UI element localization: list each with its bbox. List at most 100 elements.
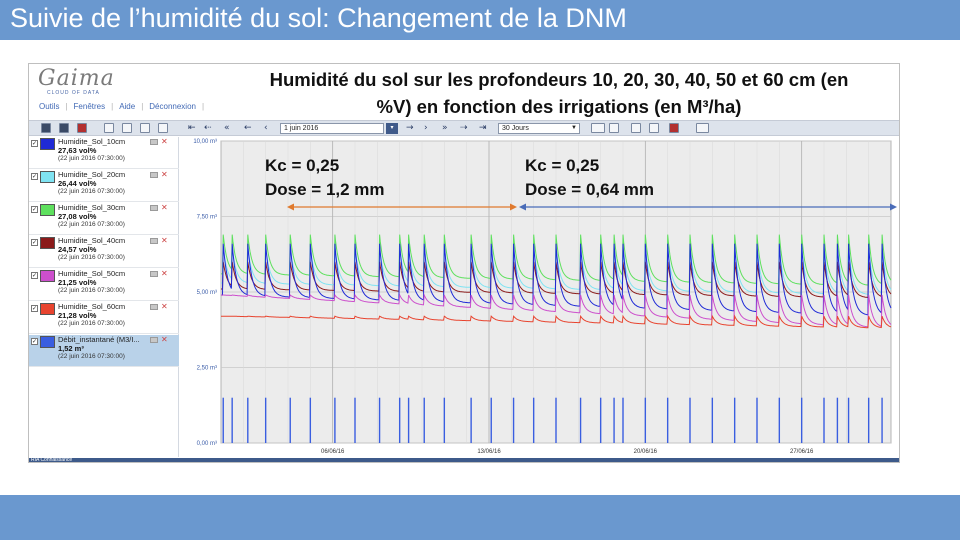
sensor-options-icon[interactable] xyxy=(150,172,158,178)
menu-outils[interactable]: Outils xyxy=(39,102,60,111)
sensor-options-icon[interactable] xyxy=(150,139,158,145)
menu-fenetres[interactable]: Fenêtres xyxy=(73,102,106,111)
sensor-value: 26,44 vol% xyxy=(58,179,97,188)
sensor-item[interactable]: ✓ Humidite_Sol_40cm 24,57 vol% (22 juin 201… xyxy=(29,236,179,268)
alert-icon[interactable] xyxy=(669,123,679,133)
sensor-color-swatch xyxy=(40,336,55,348)
menu-deconnexion[interactable]: Déconnexion xyxy=(149,102,196,111)
y-tick-label: 7,50 m³ xyxy=(197,215,217,221)
annotation-kc: Kc = 0,25 xyxy=(525,156,599,175)
sensor-name: Humidite_Sol_10cm xyxy=(58,137,126,146)
sensor-color-swatch xyxy=(40,237,55,249)
slide-header: Suivie de l’humidité du sol: Changement … xyxy=(0,0,960,40)
x-tick-label: 13/06/16 xyxy=(477,449,501,455)
sensor-checkbox[interactable]: ✓ xyxy=(31,272,38,279)
sensor-color-swatch xyxy=(40,138,55,150)
sensor-item[interactable]: ✓ Humidite_Sol_20cm 26,44 vol% (22 juin 201… xyxy=(29,170,179,202)
last-icon[interactable]: ⇥ xyxy=(479,123,487,133)
image-icon[interactable] xyxy=(140,123,150,133)
sensor-color-swatch xyxy=(40,270,55,282)
sensor-timestamp: (22 juin 2016 07:30:00) xyxy=(58,254,125,261)
logo-text: Gaima xyxy=(38,66,115,91)
overlay-title-line1: Humidité du sol sur les profondeurs 10, … xyxy=(269,69,849,90)
next-month-icon[interactable]: ⇢ xyxy=(460,123,468,133)
chart-overlay-title: Humidité du sol sur les profondeurs 10, … xyxy=(219,66,899,120)
graph-mode-icon[interactable] xyxy=(591,123,605,133)
arrowhead-right xyxy=(890,203,897,211)
sensor-options-icon[interactable] xyxy=(150,337,158,343)
sensor-item[interactable]: ✓ Humidite_Sol_50cm 21,25 vol% (22 juin 201… xyxy=(29,269,179,301)
sensor-checkbox[interactable]: ✓ xyxy=(31,173,38,180)
sensor-timestamp: (22 juin 2016 07:30:00) xyxy=(58,287,125,294)
logo-subtitle: CLOUD OF DATA xyxy=(47,90,100,96)
sensor-timestamp: (22 juin 2016 07:30:00) xyxy=(58,353,125,360)
sensor-checkbox[interactable]: ✓ xyxy=(31,305,38,312)
zoom-icon[interactable] xyxy=(609,123,619,133)
y-tick-label: 2,50 m³ xyxy=(197,366,217,372)
date-input[interactable]: 1 juin 2016 xyxy=(280,123,384,134)
series-line xyxy=(220,293,892,328)
sensor-name: Humidite_Sol_20cm xyxy=(58,170,126,179)
print-icon[interactable] xyxy=(77,123,87,133)
chart-area: 10,00 m³ 7,50 m³ 5,00 m³ 2,50 m³ 0,00 m³ 06/0… xyxy=(179,137,899,457)
sensor-name: Débit_instantané (M3/I... xyxy=(58,335,140,344)
pdf-icon[interactable] xyxy=(122,123,132,133)
prev-day-icon[interactable]: ‹ xyxy=(264,123,268,133)
sensor-checkbox[interactable]: ✓ xyxy=(31,338,38,345)
sensor-checkbox[interactable]: ✓ xyxy=(31,239,38,246)
next-icon[interactable]: → xyxy=(406,123,414,133)
sensor-options-icon[interactable] xyxy=(150,205,158,211)
sensor-value: 27,63 vol% xyxy=(58,146,97,155)
x-tick-label: 27/06/16 xyxy=(790,449,814,455)
arrowhead-left xyxy=(287,203,294,211)
sensor-item[interactable]: ✓ Humidite_Sol_30cm 27,08 vol% (22 juin 201… xyxy=(29,203,179,235)
close-icon[interactable]: ✕ xyxy=(161,302,168,311)
next-week-icon[interactable]: » xyxy=(442,123,448,133)
export-icon[interactable] xyxy=(59,123,69,133)
sensor-value: 21,28 vol% xyxy=(58,311,97,320)
table-icon[interactable] xyxy=(631,123,641,133)
sensor-checkbox[interactable]: ✓ xyxy=(31,206,38,213)
annotation-kc: Kc = 0,25 xyxy=(265,156,339,175)
annotation-dose: Dose = 0,64 mm xyxy=(525,180,654,199)
prev-month-icon[interactable]: ⇠ xyxy=(204,123,212,133)
series-line xyxy=(221,234,892,286)
close-icon[interactable]: ✕ xyxy=(161,335,168,344)
close-icon[interactable]: ✕ xyxy=(161,269,168,278)
sensor-list: ✓ Humidite_Sol_10cm 27,63 vol% (22 juin 201… xyxy=(29,137,179,457)
sensor-options-icon[interactable] xyxy=(150,238,158,244)
sensor-value: 1,52 m³ xyxy=(58,344,84,353)
close-icon[interactable]: ✕ xyxy=(161,170,168,179)
status-text: RIA Connaissance xyxy=(31,457,73,463)
sensor-checkbox[interactable]: ✓ xyxy=(31,140,38,147)
app-screenshot: Gaima CLOUD OF DATA Outils | Fenêtres | Ai… xyxy=(28,63,900,463)
sensor-item[interactable]: ✓ Humidite_Sol_10cm 27,63 vol% (22 juin 201… xyxy=(29,137,179,169)
sensor-color-swatch xyxy=(40,171,55,183)
save-icon[interactable] xyxy=(41,123,51,133)
menu-aide[interactable]: Aide xyxy=(119,102,136,111)
sensor-item[interactable]: ✓ Humidite_Sol_60cm 21,28 vol% (22 juin 201… xyxy=(29,302,179,334)
list-icon[interactable] xyxy=(649,123,659,133)
y-tick-label: 5,00 m³ xyxy=(197,290,217,296)
period-select[interactable]: 30 Jours ▼ xyxy=(498,123,580,134)
copy-icon[interactable] xyxy=(104,123,114,133)
first-icon[interactable]: ⇤ xyxy=(188,123,196,133)
next-day-icon[interactable]: › xyxy=(424,123,428,133)
sensor-timestamp: (22 juin 2016 07:30:00) xyxy=(58,221,125,228)
sensor-timestamp: (22 juin 2016 07:30:00) xyxy=(58,155,125,162)
arrowhead-right xyxy=(510,203,517,211)
sensor-options-icon[interactable] xyxy=(150,271,158,277)
close-icon[interactable]: ✕ xyxy=(161,236,168,245)
prev-icon[interactable]: ← xyxy=(244,123,252,133)
series-line xyxy=(221,243,892,316)
settings-icon[interactable] xyxy=(696,123,709,133)
sensor-name: Humidite_Sol_30cm xyxy=(58,203,126,212)
doc-icon[interactable] xyxy=(158,123,168,133)
close-icon[interactable]: ✕ xyxy=(161,203,168,212)
prev-week-icon[interactable]: « xyxy=(224,123,230,133)
calendar-dropdown-icon[interactable]: ▾ xyxy=(386,123,398,134)
toolbar: ⇤ ⇠ « ← ‹ 1 juin 2016 ▾ → › » ⇢ ⇥ 30 Jou… xyxy=(29,120,899,136)
sensor-item[interactable]: ✓ Débit_instantané (M3/I... 1,52 m³ (22 jui… xyxy=(29,335,179,367)
sensor-options-icon[interactable] xyxy=(150,304,158,310)
close-icon[interactable]: ✕ xyxy=(161,137,168,146)
